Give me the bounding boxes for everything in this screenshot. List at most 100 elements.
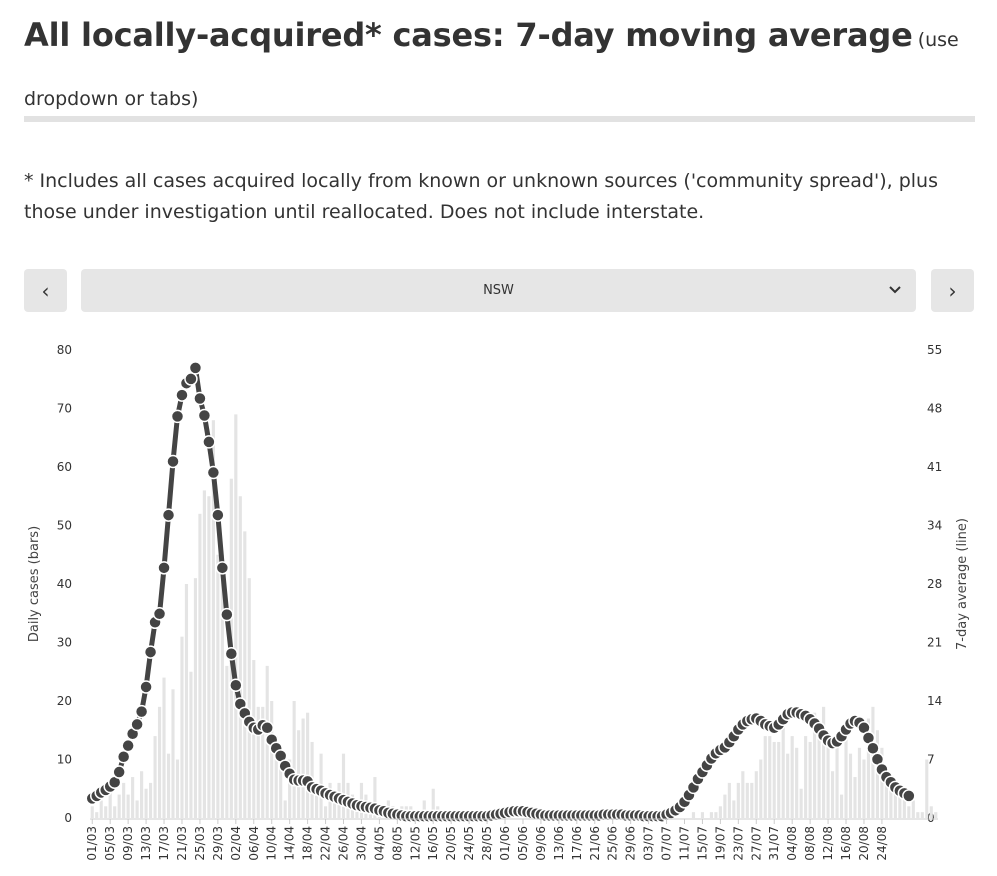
average-point [197, 408, 212, 423]
page-subtitle: (use dropdown or tabs) [24, 29, 959, 110]
x-tick-label: 13/03 [139, 826, 153, 861]
average-point [143, 645, 158, 659]
daily-bar [763, 736, 767, 818]
x-tick-label: 24/08 [875, 826, 889, 861]
left-tick-label: 70 [57, 402, 72, 416]
x-tick-label: 11/07 [678, 826, 692, 861]
daily-bar [741, 771, 745, 818]
x-tick-label: 09/06 [534, 826, 548, 861]
right-tick-label: 55 [927, 343, 942, 357]
x-tick-label: 21/03 [175, 826, 189, 861]
region-dropdown[interactable]: NSW [81, 269, 916, 312]
daily-bar [822, 706, 826, 818]
daily-bar [126, 794, 130, 818]
x-tick-label: 12/08 [821, 826, 835, 861]
daily-bar [795, 747, 799, 818]
average-point [215, 561, 230, 575]
x-tick-label: 10/04 [265, 826, 279, 861]
daily-bar [315, 782, 319, 818]
x-tick-label: 16/08 [839, 826, 853, 861]
x-tick-label: 01/03 [85, 826, 99, 861]
footnote: * Includes all cases acquired locally fr… [24, 170, 938, 223]
daily-bar [835, 747, 839, 818]
daily-bar [700, 812, 705, 818]
x-tick-label: 05/06 [516, 826, 530, 861]
average-point [260, 721, 274, 735]
right-tick-label: 34 [927, 519, 942, 533]
chart-title-block: All locally-acquired* cases: 7-day movin… [24, 6, 974, 129]
daily-bar [243, 531, 247, 818]
daily-bar [804, 736, 808, 818]
daily-bar [99, 800, 103, 818]
x-tick-label: 16/05 [426, 826, 440, 861]
daily-bar [781, 724, 785, 818]
prev-region-button[interactable]: ‹ [24, 269, 67, 312]
daily-bar [180, 636, 184, 818]
x-tick-label: 17/06 [570, 826, 584, 861]
daily-bar [162, 677, 166, 818]
daily-bar [898, 788, 902, 818]
daily-bar [207, 496, 211, 818]
title-divider [24, 116, 975, 122]
daily-bar [261, 706, 265, 818]
average-point [206, 465, 221, 480]
next-region-button[interactable]: › [931, 269, 974, 312]
daily-bar [736, 782, 740, 818]
x-tick-label: 05/03 [103, 826, 117, 861]
daily-bar [857, 747, 862, 818]
x-tick-label: 22/04 [319, 826, 333, 861]
daily-bar [202, 490, 206, 818]
daily-bar [422, 800, 426, 818]
daily-bar [216, 554, 220, 818]
left-tick-label: 30 [57, 636, 72, 650]
daily-bar [786, 753, 790, 818]
daily-bar [211, 420, 215, 818]
daily-bar [274, 736, 278, 818]
daily-bar [189, 671, 193, 818]
x-tick-label: 02/04 [229, 826, 243, 861]
left-tick-label: 50 [57, 519, 72, 533]
average-point [224, 647, 239, 661]
daily-bar [131, 777, 135, 818]
daily-bar [902, 794, 906, 818]
daily-bar [225, 665, 229, 818]
daily-bar [149, 782, 153, 818]
daily-bar [90, 806, 94, 818]
x-tick-label: 24/05 [462, 826, 476, 861]
x-tick-label: 04/05 [372, 826, 386, 861]
x-tick-label: 27/07 [749, 826, 763, 861]
daily-bar [759, 759, 763, 818]
daily-bar [256, 706, 260, 818]
x-tick-label: 09/03 [121, 826, 135, 861]
daily-bar [283, 800, 287, 818]
left-tick-label: 0 [64, 811, 72, 825]
average-point [161, 508, 176, 522]
daily-bar [844, 736, 848, 818]
average-point [157, 561, 171, 575]
daily-bar [929, 806, 933, 818]
page-title: All locally-acquired* cases: 7-day movin… [24, 16, 913, 54]
daily-bar [709, 812, 713, 818]
right-tick-label: 14 [927, 694, 942, 708]
daily-bar [144, 788, 148, 818]
x-tick-label: 08/05 [390, 826, 404, 861]
x-tick-label: 29/03 [211, 826, 225, 861]
average-point [184, 372, 198, 386]
left-tick-label: 10 [57, 753, 72, 767]
daily-bar [754, 771, 758, 818]
average-point [866, 741, 880, 755]
region-dropdown-value: NSW [483, 283, 514, 298]
daily-bar [777, 741, 781, 818]
daily-bar [768, 736, 772, 818]
daily-bar [153, 736, 157, 818]
average-point [170, 409, 185, 424]
daily-bar [252, 660, 256, 818]
daily-bar [772, 741, 776, 818]
x-tick-label: 03/07 [642, 826, 656, 861]
daily-bar [220, 554, 224, 818]
daily-bar [184, 584, 189, 818]
daily-bar [750, 782, 754, 818]
x-tick-label: 30/04 [354, 826, 368, 861]
chevron-down-icon [889, 286, 901, 294]
daily-bar [323, 806, 328, 818]
